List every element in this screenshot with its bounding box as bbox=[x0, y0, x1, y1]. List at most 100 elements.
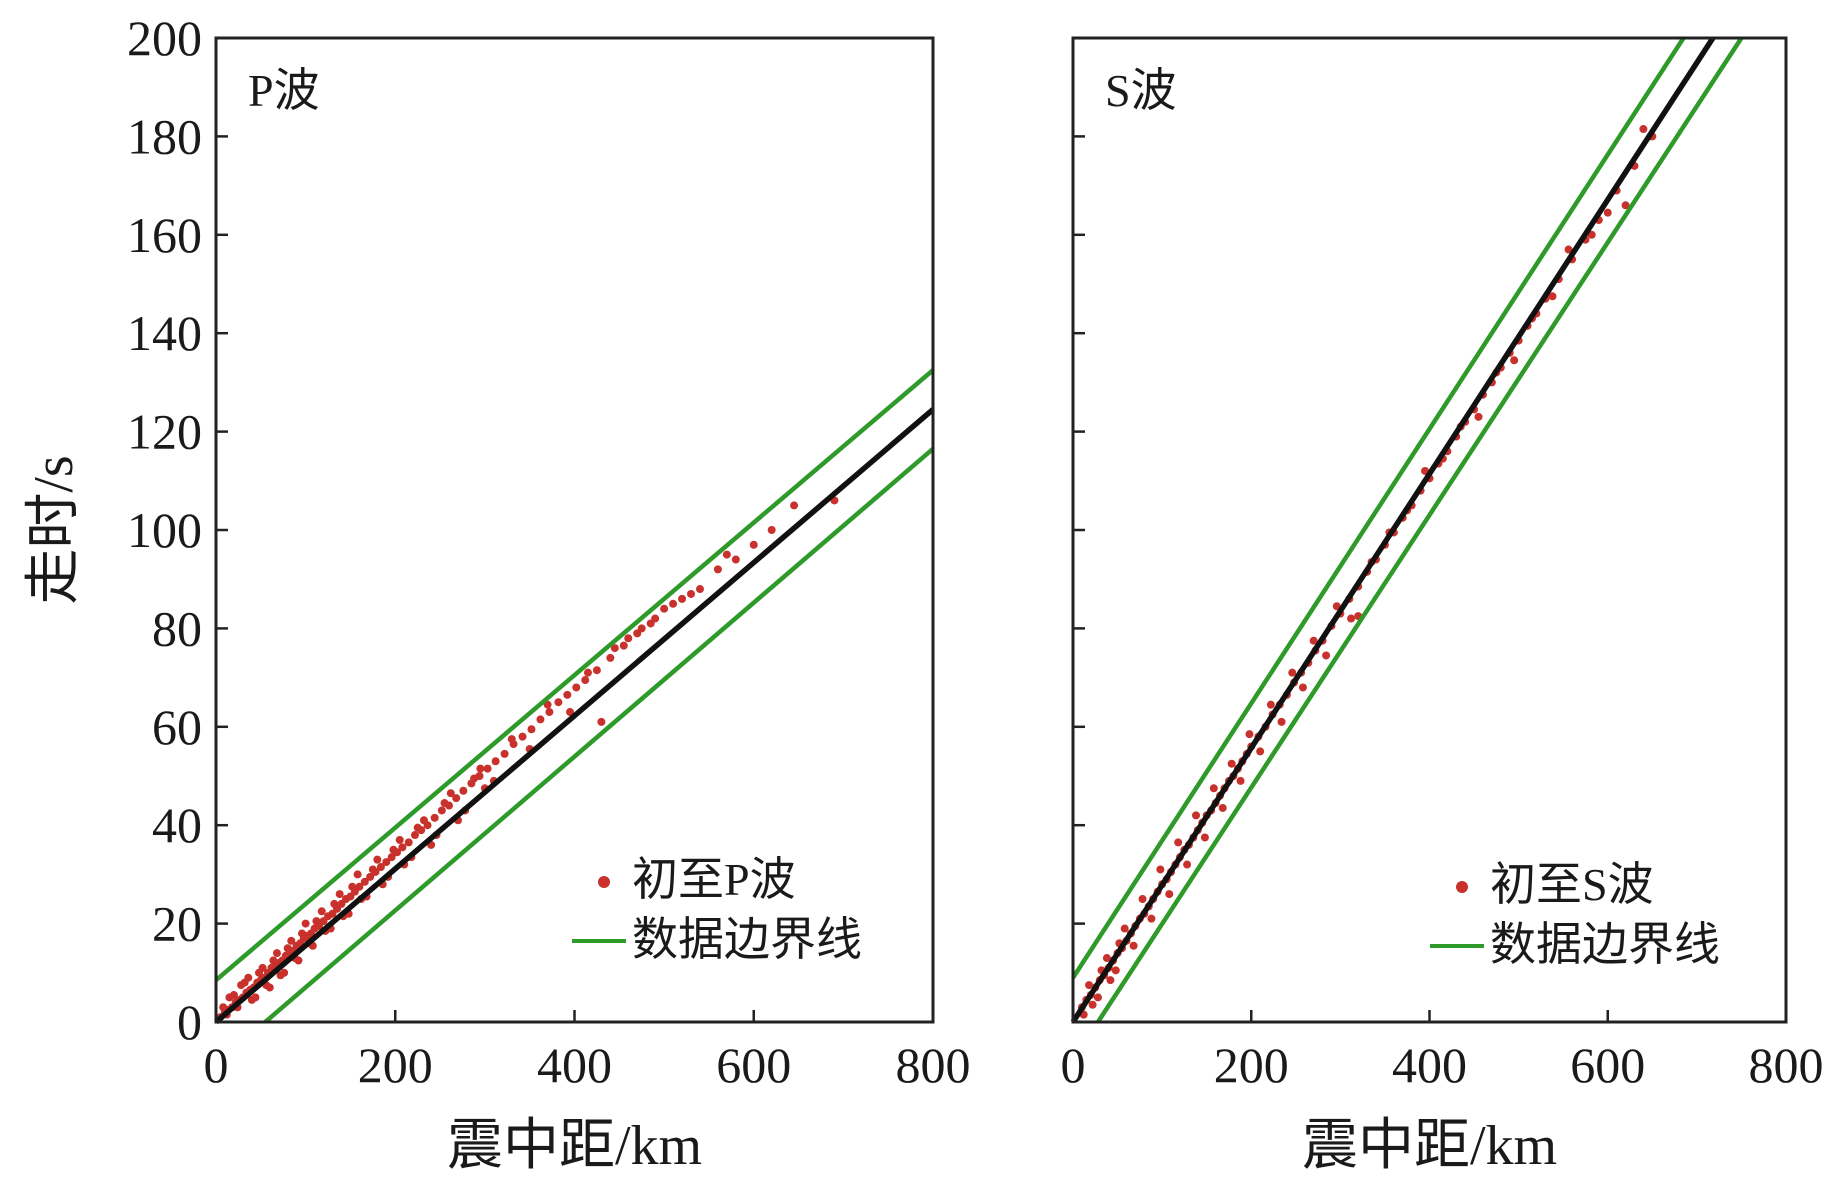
boundary-line bbox=[214, 368, 935, 982]
data-point bbox=[749, 540, 758, 549]
x-axis-label: 震中距/km bbox=[1302, 1115, 1557, 1177]
y-tick-label: 80 bbox=[152, 600, 202, 656]
data-point bbox=[382, 858, 391, 867]
data-point bbox=[1298, 683, 1307, 692]
data-point bbox=[476, 764, 485, 773]
data-point bbox=[563, 690, 572, 699]
data-point bbox=[1236, 776, 1245, 785]
data-point bbox=[1256, 747, 1265, 756]
y-tick-label: 160 bbox=[127, 207, 202, 263]
data-point bbox=[695, 585, 704, 594]
data-point bbox=[1106, 976, 1115, 985]
data-point bbox=[440, 799, 449, 808]
data-point bbox=[713, 565, 722, 574]
data-point bbox=[283, 944, 292, 953]
y-tick-label: 100 bbox=[127, 502, 202, 558]
panel-title: P波 bbox=[248, 65, 320, 116]
data-point bbox=[678, 594, 687, 603]
y-tick-label: 200 bbox=[127, 10, 202, 66]
plot-frame bbox=[1071, 36, 1788, 1024]
x-tick-label: 0 bbox=[204, 1037, 229, 1093]
y-tick-label: 20 bbox=[152, 896, 202, 952]
data-point bbox=[554, 698, 563, 707]
data-point bbox=[353, 870, 362, 879]
data-point bbox=[298, 929, 307, 938]
data-point bbox=[376, 863, 385, 872]
data-point bbox=[1200, 833, 1209, 842]
data-point bbox=[330, 899, 339, 908]
data-point bbox=[597, 717, 606, 726]
data-point bbox=[1309, 636, 1318, 645]
data-point bbox=[527, 725, 536, 734]
data-point bbox=[790, 501, 799, 510]
x-tick-label: 200 bbox=[1214, 1037, 1289, 1093]
data-point bbox=[255, 968, 264, 977]
data-point bbox=[335, 890, 344, 899]
x-tick-label: 200 bbox=[358, 1037, 433, 1093]
data-point bbox=[404, 838, 413, 847]
data-point bbox=[272, 949, 281, 958]
data-point bbox=[387, 853, 396, 862]
legend-marker-scatter bbox=[1456, 881, 1468, 893]
data-point bbox=[491, 757, 500, 766]
data-point bbox=[1183, 860, 1192, 869]
data-point bbox=[1245, 730, 1254, 739]
data-point bbox=[592, 666, 601, 675]
data-point bbox=[483, 764, 492, 773]
data-point bbox=[240, 978, 249, 987]
data-point bbox=[430, 813, 439, 822]
boundary-line bbox=[263, 447, 935, 1024]
data-point bbox=[624, 634, 633, 643]
data-point bbox=[583, 668, 592, 677]
data-point bbox=[687, 589, 696, 598]
x-tick-label: 400 bbox=[537, 1037, 612, 1093]
p-wave-panel: 0 20 40 60 80 100 120 140 160 180 200 0 200 400 600 800… bbox=[23, 10, 971, 1177]
data-point bbox=[219, 1003, 228, 1012]
data-point bbox=[767, 526, 776, 534]
data-point bbox=[360, 877, 369, 886]
data-point bbox=[1138, 895, 1147, 903]
data-point bbox=[1564, 245, 1573, 254]
y-tick-label: 40 bbox=[152, 797, 202, 853]
data-point bbox=[287, 936, 296, 945]
x-tick-label: 800 bbox=[1749, 1037, 1824, 1093]
x-tick-label: 0 bbox=[1061, 1037, 1086, 1093]
data-point bbox=[247, 995, 256, 1004]
x-axis-label: 震中距/km bbox=[447, 1115, 702, 1177]
data-point bbox=[1474, 412, 1483, 421]
y-tick-label: 180 bbox=[127, 108, 202, 164]
legend-label: 初至P波 bbox=[632, 854, 796, 905]
x-tick-label: 600 bbox=[1570, 1037, 1645, 1093]
data-point bbox=[1510, 356, 1519, 365]
data-point bbox=[1266, 700, 1275, 709]
y-tick-label: 120 bbox=[127, 404, 202, 460]
data-point bbox=[1156, 865, 1165, 874]
data-point bbox=[581, 676, 590, 685]
data-point bbox=[1322, 651, 1331, 660]
data-point bbox=[446, 789, 455, 798]
data-point bbox=[536, 715, 545, 724]
data-point bbox=[1587, 230, 1596, 239]
data-point bbox=[1085, 981, 1094, 990]
data-point bbox=[651, 614, 660, 623]
data-point bbox=[1088, 1000, 1097, 1009]
data-point bbox=[437, 806, 446, 815]
data-point bbox=[1347, 614, 1356, 623]
data-point bbox=[566, 708, 575, 717]
data-point bbox=[413, 823, 422, 832]
data-point bbox=[669, 599, 678, 608]
data-point bbox=[637, 624, 646, 633]
legend-label: 数据边界线 bbox=[632, 914, 862, 965]
data-point bbox=[660, 604, 669, 613]
data-point bbox=[731, 555, 740, 564]
data-point bbox=[507, 735, 516, 744]
data-point bbox=[572, 683, 581, 692]
data-point bbox=[229, 990, 238, 999]
data-point bbox=[410, 831, 419, 840]
data-point bbox=[1191, 811, 1200, 820]
legend-label: 数据边界线 bbox=[1490, 919, 1720, 970]
data-point bbox=[317, 907, 326, 916]
